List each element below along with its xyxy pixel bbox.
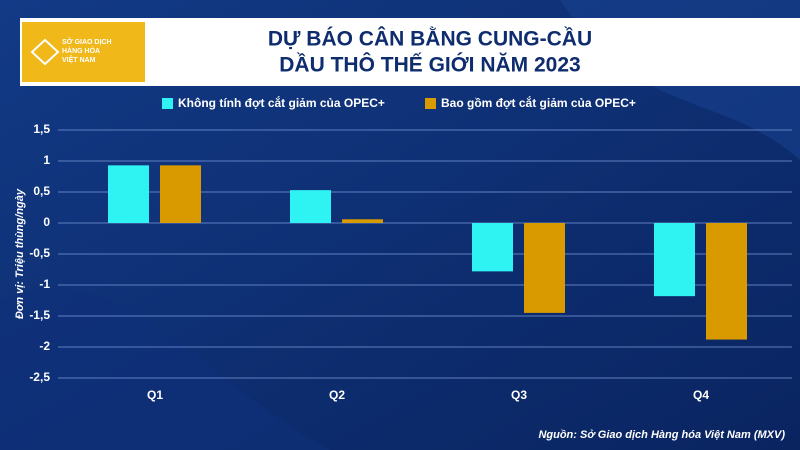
header-band xyxy=(20,18,800,86)
chart-title: DỰ BÁO CÂN BẰNG CUNG-CẦU xyxy=(268,27,592,51)
x-tick-label: Q1 xyxy=(147,388,163,402)
legend-label: Bao gồm đợt cắt giảm của OPEC+ xyxy=(441,95,636,110)
bar xyxy=(108,165,149,223)
y-tick-label: -2 xyxy=(39,339,50,353)
logo-box xyxy=(22,22,145,82)
bar xyxy=(654,223,695,297)
x-tick-label: Q4 xyxy=(693,388,709,402)
logo-mark xyxy=(30,38,60,66)
bar xyxy=(160,165,201,223)
bar xyxy=(342,219,383,223)
chart-title: DẦU THÔ THẾ GIỚI NĂM 2023 xyxy=(279,53,580,77)
y-tick-label: 1,5 xyxy=(33,122,50,136)
y-tick-label: -1,5 xyxy=(29,308,50,322)
legend-swatch xyxy=(162,98,173,109)
bar xyxy=(706,223,747,340)
logo-text: SỞ GIAO DỊCH xyxy=(62,37,112,46)
bar xyxy=(524,223,565,313)
y-tick-label: 0,5 xyxy=(33,184,50,198)
x-tick-label: Q3 xyxy=(511,388,527,402)
source-note: Nguồn: Sở Giao dịch Hàng hóa Việt Nam (M… xyxy=(538,429,785,441)
bar xyxy=(472,223,513,272)
y-tick-label: -1 xyxy=(39,277,50,291)
bar xyxy=(290,190,331,223)
y-tick-label: 0 xyxy=(43,215,50,229)
legend-swatch xyxy=(425,98,436,109)
y-tick-label: -0,5 xyxy=(29,246,50,260)
legend-label: Không tính đợt cắt giảm của OPEC+ xyxy=(178,95,385,110)
y-tick-label: 1 xyxy=(43,153,50,167)
y-axis-label: Đơn vị: Triệu thùng/ngày xyxy=(14,188,26,319)
y-tick-label: -2,5 xyxy=(29,370,50,384)
logo-text: HÀNG HÓA xyxy=(62,46,100,55)
x-tick-label: Q2 xyxy=(329,388,345,402)
logo-text: VIỆT NAM xyxy=(62,55,96,64)
decor xyxy=(0,288,330,450)
